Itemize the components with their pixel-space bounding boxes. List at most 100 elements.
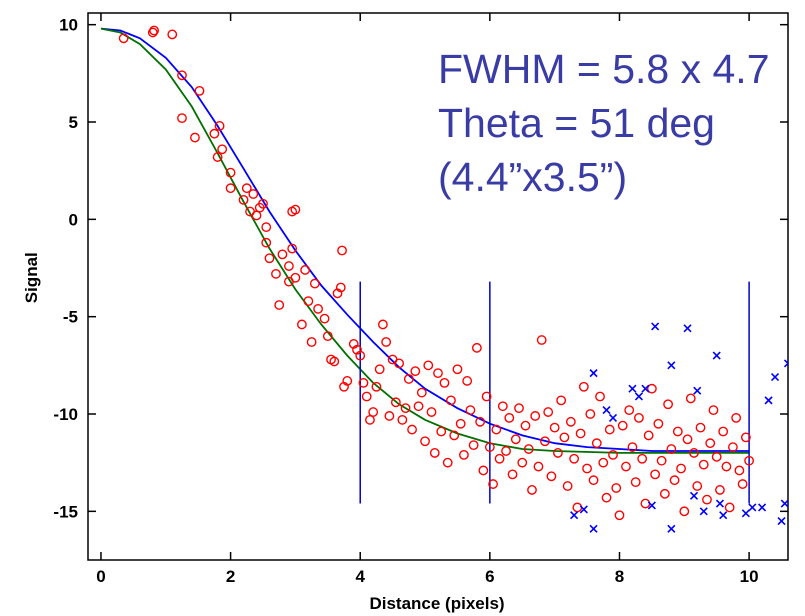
data-point-x-stroke: [589, 524, 598, 533]
data-point-x-stroke: [783, 362, 788, 368]
data-point-circle: [617, 420, 628, 431]
data-point-circle: [666, 444, 677, 454]
data-point-circle: [313, 303, 323, 314]
data-point-circle: [429, 448, 440, 458]
data-point-x-stroke: [693, 386, 702, 395]
data-point-x-stroke: [641, 384, 650, 393]
data-point-circle: [381, 337, 392, 347]
data-point-circle: [595, 391, 605, 402]
data-point-circle: [711, 451, 722, 462]
data-point-circle: [449, 430, 460, 441]
data-point-x-stroke: [699, 507, 708, 516]
data-point-circle: [484, 442, 495, 452]
data-point-circle: [455, 418, 466, 429]
data-point-circle: [559, 432, 570, 443]
data-point-x-stroke: [651, 322, 660, 331]
y-tick-label: -10: [53, 405, 78, 424]
data-point-circle: [471, 342, 482, 353]
data-point-circle: [194, 85, 205, 96]
data-point-circle: [731, 412, 742, 423]
data-point-circle: [488, 479, 498, 489]
data-point-circle: [504, 412, 515, 423]
data-point-circle: [358, 377, 369, 388]
data-point-x: [783, 359, 788, 368]
data-point-x: [589, 369, 598, 378]
data-point-x-stroke: [777, 517, 786, 526]
data-point-x: [602, 406, 611, 415]
x-tick-label: 0: [96, 567, 105, 586]
data-point-circle: [436, 426, 447, 437]
data-point-circle: [685, 393, 696, 404]
data-point-x-stroke: [683, 324, 692, 333]
data-point-x: [641, 384, 650, 393]
data-point-circle: [585, 409, 596, 419]
data-point-circle: [423, 360, 434, 371]
data-point-circle: [384, 411, 395, 421]
data-point-circle: [413, 401, 424, 412]
data-point-x-stroke: [712, 351, 721, 360]
data-point-circle: [575, 428, 586, 439]
data-point-circle: [149, 25, 160, 36]
data-point-circle: [225, 183, 236, 194]
data-point-circle: [663, 399, 673, 410]
data-point-circle: [261, 222, 272, 233]
data-point-circle: [348, 339, 359, 349]
data-point-circle: [598, 457, 609, 468]
data-point-circle: [433, 368, 443, 379]
data-point-circle: [397, 414, 408, 425]
data-point-circle: [468, 440, 479, 451]
data-point-circle: [446, 395, 456, 406]
axis-ticks: [88, 13, 788, 560]
y-tick-label: -5: [63, 308, 78, 327]
data-point-circle: [669, 475, 680, 486]
data-point-x: [651, 322, 660, 331]
data-point-circle: [718, 426, 729, 437]
y-tick-label: -15: [53, 502, 78, 521]
data-point-circle: [361, 391, 372, 402]
fwhm-annotation: FWHM = 5.8 x 4.7: [438, 46, 770, 92]
data-point-circle: [426, 407, 437, 417]
data-point-x: [712, 351, 721, 360]
data-point-x-stroke: [770, 372, 780, 382]
theta-annotation: Theta = 51 deg: [438, 100, 715, 146]
data-point-x-stroke: [608, 413, 618, 422]
data-point-circle: [290, 272, 301, 283]
data-point-circle: [530, 411, 541, 421]
plot-frame: [87, 12, 789, 561]
data-point-circle: [420, 436, 430, 447]
data-point-x-stroke: [764, 396, 773, 405]
vertical-markers: [359, 281, 750, 504]
data-point-circle: [407, 424, 417, 435]
data-point-circle: [497, 401, 508, 412]
data-point-circle: [264, 253, 275, 264]
data-point-circle: [578, 381, 589, 392]
data-point-circle: [659, 488, 670, 499]
data-point-x: [608, 413, 618, 422]
data-point-circle: [507, 469, 518, 480]
data-point-x: [693, 386, 702, 395]
data-point-x-stroke: [570, 511, 579, 520]
data-point-x-stroke: [741, 509, 750, 518]
data-point-x-stroke: [748, 503, 757, 512]
x-axis-title: Distance (pixels): [369, 594, 504, 613]
data-point-circle: [147, 27, 158, 38]
data-point-circle: [611, 483, 622, 493]
data-point-x: [647, 501, 656, 510]
data-point-circle: [290, 204, 301, 215]
data-point-circle: [296, 319, 307, 330]
data-point-x: [758, 503, 767, 512]
data-point-x: [634, 392, 643, 401]
data-point-circle: [410, 366, 421, 377]
data-point-circle: [569, 453, 580, 464]
data-point-circle: [698, 459, 709, 470]
data-point-circle: [653, 418, 664, 429]
data-point-circle: [582, 463, 592, 474]
data-point-circle: [342, 376, 353, 386]
y-tick-label: 5: [69, 113, 78, 132]
data-point-x-stroke: [667, 361, 676, 370]
data-point-circle: [695, 422, 706, 433]
data-point-circle: [339, 381, 349, 392]
x-tick-label: 8: [615, 567, 624, 586]
data-point-circle: [491, 424, 502, 435]
